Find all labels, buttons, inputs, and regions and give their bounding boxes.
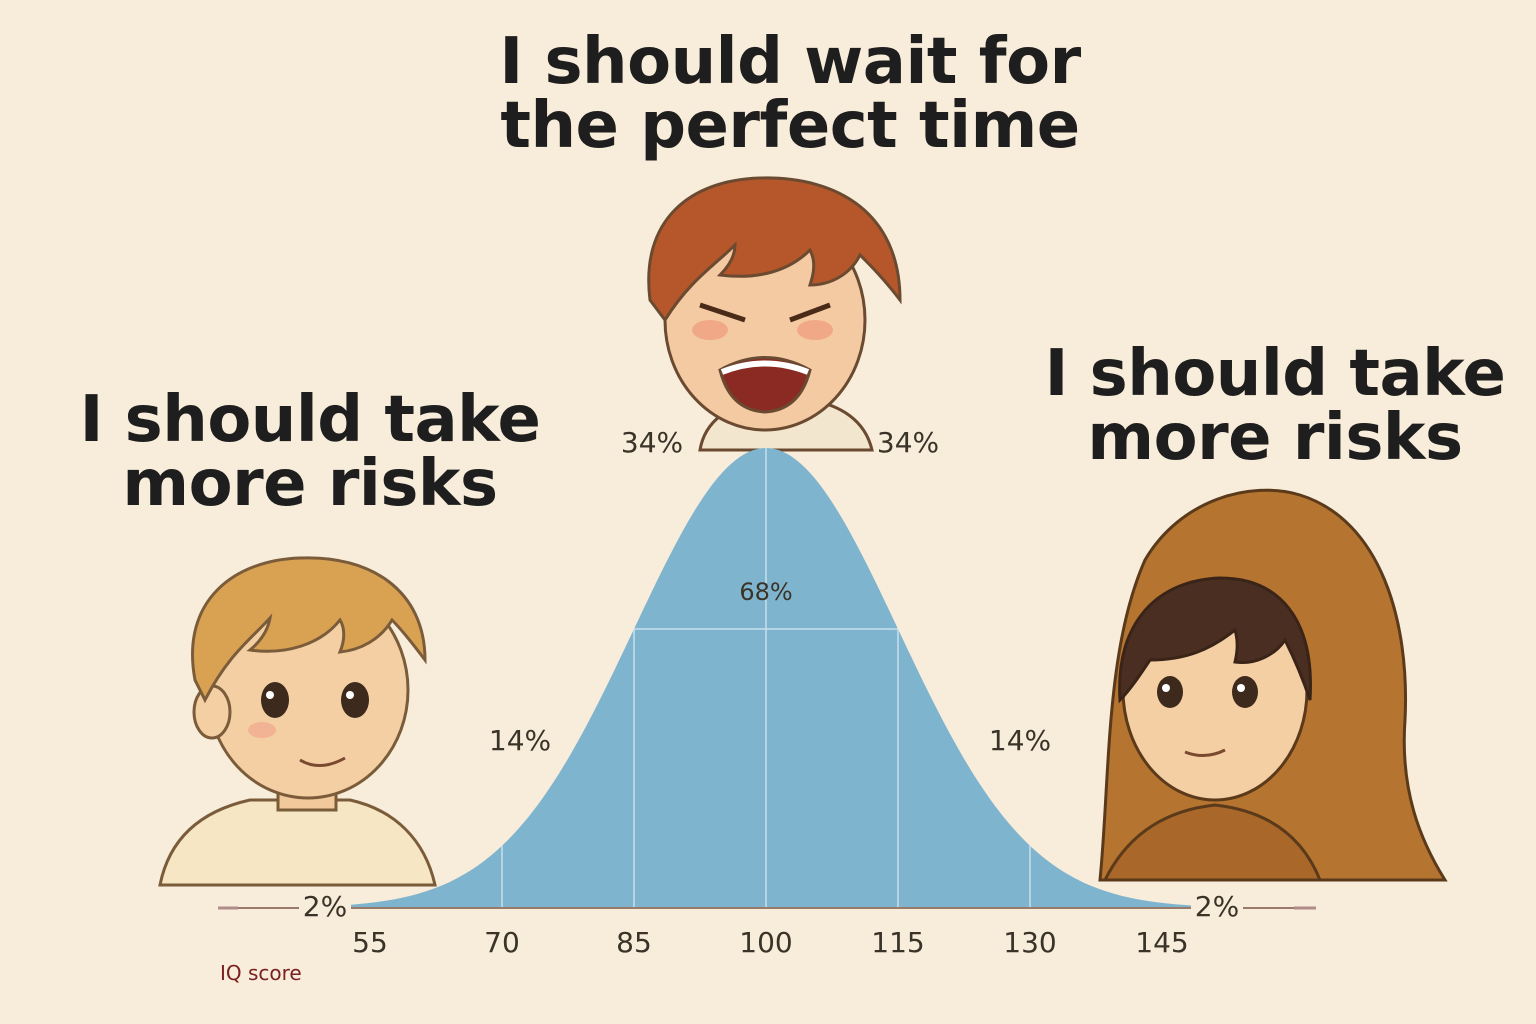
band-label-backdrop <box>1191 892 1243 922</box>
band-label: 34% <box>877 426 939 459</box>
center-character-illustration <box>647 176 902 452</box>
band-label-backdrop <box>299 892 351 922</box>
x-axis-label: IQ score <box>220 961 302 985</box>
caption-left-line-2: more risks <box>122 447 498 521</box>
caption-right-line-1: I should take <box>1044 337 1506 411</box>
right-character-illustration <box>1098 488 1448 882</box>
band-label: 68% <box>739 578 792 606</box>
caption-right-line-2: more risks <box>1087 401 1463 475</box>
x-tick-label: 70 <box>484 926 520 959</box>
caption-top: I should wait for the perfect time <box>430 30 1150 158</box>
x-tick-label: 55 <box>352 926 388 959</box>
caption-top-line-1: I should wait for <box>499 25 1081 99</box>
band-label: 2% <box>1195 890 1239 923</box>
band-label: 34% <box>621 426 683 459</box>
caption-left-line-1: I should take <box>79 383 541 457</box>
caption-right: I should take more risks <box>1030 342 1520 470</box>
band-labels: 2% 14% 34% 68% 34% 14% 2% <box>299 426 1243 923</box>
x-tick-label: 100 <box>739 926 792 959</box>
caption-top-line-2: the perfect time <box>500 89 1080 163</box>
band-label: 14% <box>989 724 1051 757</box>
x-axis: 55 70 85 100 115 130 145 IQ score <box>218 906 1316 985</box>
x-tick-label: 130 <box>1003 926 1056 959</box>
left-character-illustration <box>158 556 437 887</box>
caption-left: I should take more risks <box>60 388 560 516</box>
x-tick-label: 85 <box>616 926 652 959</box>
band-label: 2% <box>303 890 347 923</box>
band-label: 14% <box>489 724 551 757</box>
x-tick-label: 145 <box>1135 926 1188 959</box>
x-tick-label: 115 <box>871 926 924 959</box>
